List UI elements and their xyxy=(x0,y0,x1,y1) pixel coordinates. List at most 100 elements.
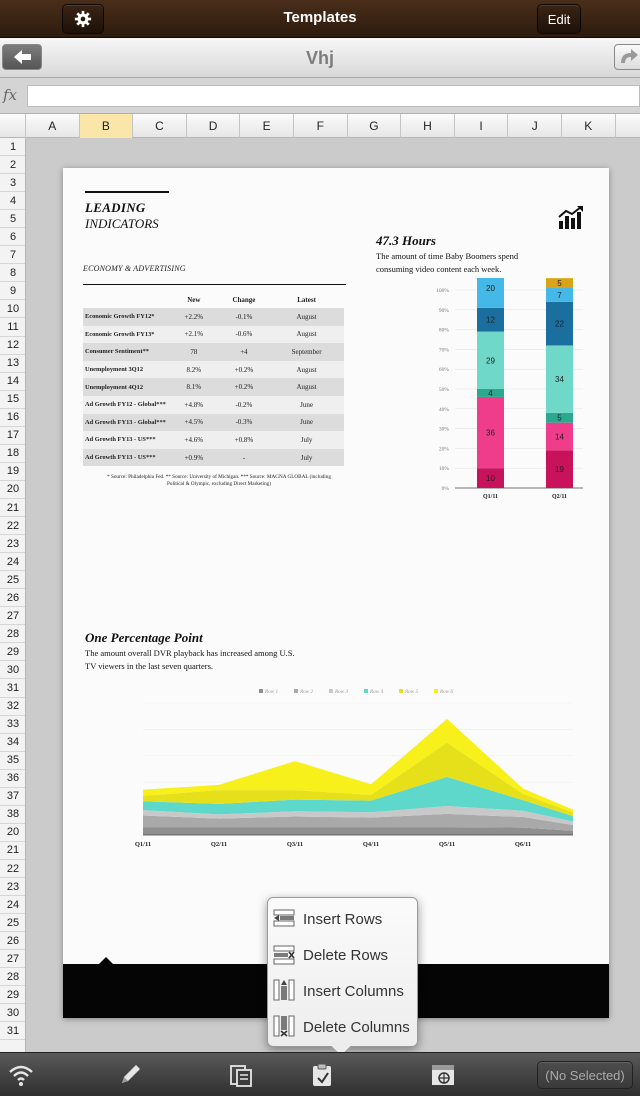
column-header-H[interactable]: H xyxy=(401,114,455,138)
row-header[interactable]: 16 xyxy=(0,409,25,427)
row-header[interactable]: 35 xyxy=(0,752,25,770)
row-header[interactable]: 34 xyxy=(0,734,25,752)
row-header[interactable]: 6 xyxy=(0,228,25,247)
table-row: Unemployment 3Q12 8.2% +0.2% August xyxy=(83,360,344,379)
row-header[interactable]: 24 xyxy=(0,553,25,572)
row-header[interactable]: 29 xyxy=(0,986,25,1005)
legend-swatch xyxy=(259,689,263,693)
row-header[interactable]: 20 xyxy=(0,824,25,842)
table-cell: Consumer Sentiment** xyxy=(85,348,149,356)
row-header[interactable]: 9 xyxy=(0,282,25,301)
pencil-icon[interactable] xyxy=(117,1062,143,1088)
column-header-I[interactable]: I xyxy=(455,114,509,138)
column-header-B[interactable]: B xyxy=(79,114,134,138)
gear-icon xyxy=(74,10,92,28)
row-header[interactable]: 32 xyxy=(0,698,25,716)
stacked-bar-chart: 0% 10% 20% 30% 40% 50% 60% 70% 80% 90% 100% 10 36 4 29… xyxy=(436,278,583,500)
wifi-icon[interactable] xyxy=(8,1062,34,1088)
formula-input[interactable] xyxy=(27,85,640,107)
row-header[interactable]: 30 xyxy=(0,1004,25,1023)
insert-rows-item[interactable]: Insert Rows xyxy=(268,901,419,937)
column-header-C[interactable]: C xyxy=(133,114,187,138)
category-label: Q1/11 xyxy=(135,841,151,848)
redo-button[interactable] xyxy=(614,44,640,70)
row-header[interactable]: 22 xyxy=(0,860,25,879)
column-header-A[interactable]: A xyxy=(26,114,80,138)
row-header[interactable]: 17 xyxy=(0,427,25,445)
economy-advertising-label: ECONOMY & ADVERTISING xyxy=(83,264,186,273)
row-header[interactable]: 12 xyxy=(0,337,25,355)
paste-icon[interactable] xyxy=(309,1062,335,1088)
corner-cell[interactable] xyxy=(0,114,26,138)
column-header-D[interactable]: D xyxy=(187,114,241,138)
table-row: Unemployment 4Q12 8.1% +0.2% August xyxy=(83,378,344,396)
area-series xyxy=(143,776,573,822)
row-header[interactable]: 25 xyxy=(0,914,25,933)
row-header[interactable]: 23 xyxy=(0,535,25,554)
bar-segment xyxy=(546,278,573,289)
row-header[interactable]: 18 xyxy=(0,445,25,463)
table-row: Ad Growth FY13 - US*** +4.6% +0.8% July xyxy=(83,431,344,449)
row-header[interactable]: 19 xyxy=(0,463,25,481)
footer-notch xyxy=(99,957,113,964)
row-header[interactable]: 26 xyxy=(0,932,25,951)
table-cell: -0.1% xyxy=(235,312,253,321)
column-header-J[interactable]: J xyxy=(508,114,562,138)
table-cell: Ad Growth FY12 - Global*** xyxy=(85,401,166,409)
selection-status[interactable]: (No Selected) xyxy=(537,1061,633,1089)
row-header[interactable]: 14 xyxy=(0,373,25,391)
delete-columns-icon xyxy=(273,1015,295,1037)
row-header[interactable]: 8 xyxy=(0,264,25,283)
table-cell: Economic Growth FY12* xyxy=(85,313,155,321)
category-label: Q4/11 xyxy=(363,841,379,848)
table-cell: Unemployment 4Q12 xyxy=(85,383,144,391)
bar-segment xyxy=(477,278,504,308)
row-header[interactable]: 3 xyxy=(0,174,25,193)
row-header[interactable]: 37 xyxy=(0,788,25,806)
row-header[interactable]: 15 xyxy=(0,391,25,409)
row-header[interactable]: 10 xyxy=(0,300,25,319)
row-header[interactable]: 28 xyxy=(0,625,25,644)
row-header[interactable]: 31 xyxy=(0,1022,25,1041)
row-header[interactable]: 27 xyxy=(0,950,25,969)
row-header[interactable]: 33 xyxy=(0,716,25,734)
delete-columns-item[interactable]: Delete Columns xyxy=(268,1009,419,1045)
column-header-E[interactable]: E xyxy=(240,114,294,138)
row-header[interactable]: 20 xyxy=(0,481,25,499)
row-header[interactable]: 38 xyxy=(0,806,25,824)
row-header[interactable]: 2 xyxy=(0,156,25,175)
back-button[interactable] xyxy=(2,44,42,70)
row-header[interactable]: 7 xyxy=(0,246,25,265)
row-header[interactable]: 26 xyxy=(0,589,25,608)
row-header[interactable]: 27 xyxy=(0,607,25,626)
row-header[interactable]: 36 xyxy=(0,770,25,788)
row-header[interactable]: 4 xyxy=(0,192,25,211)
column-header-K[interactable]: K xyxy=(562,114,616,138)
delete-rows-item[interactable]: Delete Rows xyxy=(268,937,419,973)
bar-value-label: 5 xyxy=(557,279,562,288)
row-header[interactable]: 31 xyxy=(0,680,25,698)
row-header[interactable]: 1 xyxy=(0,138,25,157)
row-header[interactable]: 23 xyxy=(0,878,25,897)
row-header[interactable]: 21 xyxy=(0,499,25,518)
column-header-F[interactable]: F xyxy=(294,114,348,138)
row-header[interactable]: 22 xyxy=(0,517,25,536)
edit-button[interactable]: Edit xyxy=(537,4,581,34)
row-header[interactable]: 30 xyxy=(0,661,25,680)
row-header[interactable]: 5 xyxy=(0,210,25,229)
row-header[interactable]: 21 xyxy=(0,842,25,860)
web-window-icon[interactable] xyxy=(430,1062,456,1088)
row-header[interactable]: 13 xyxy=(0,355,25,373)
row-header[interactable]: 11 xyxy=(0,319,25,337)
row-header[interactable]: 24 xyxy=(0,896,25,915)
column-header-G[interactable]: G xyxy=(348,114,402,138)
column-header-more[interactable] xyxy=(616,114,640,138)
copy-icon[interactable] xyxy=(228,1062,254,1088)
settings-button[interactable] xyxy=(62,4,104,34)
bar-segment xyxy=(477,307,504,332)
row-header[interactable]: 25 xyxy=(0,571,25,590)
row-header[interactable]: 29 xyxy=(0,643,25,662)
row-header[interactable]: 28 xyxy=(0,968,25,987)
insert-columns-item[interactable]: Insert Columns xyxy=(268,973,419,1009)
insert-columns-label: Insert Columns xyxy=(303,982,404,1000)
